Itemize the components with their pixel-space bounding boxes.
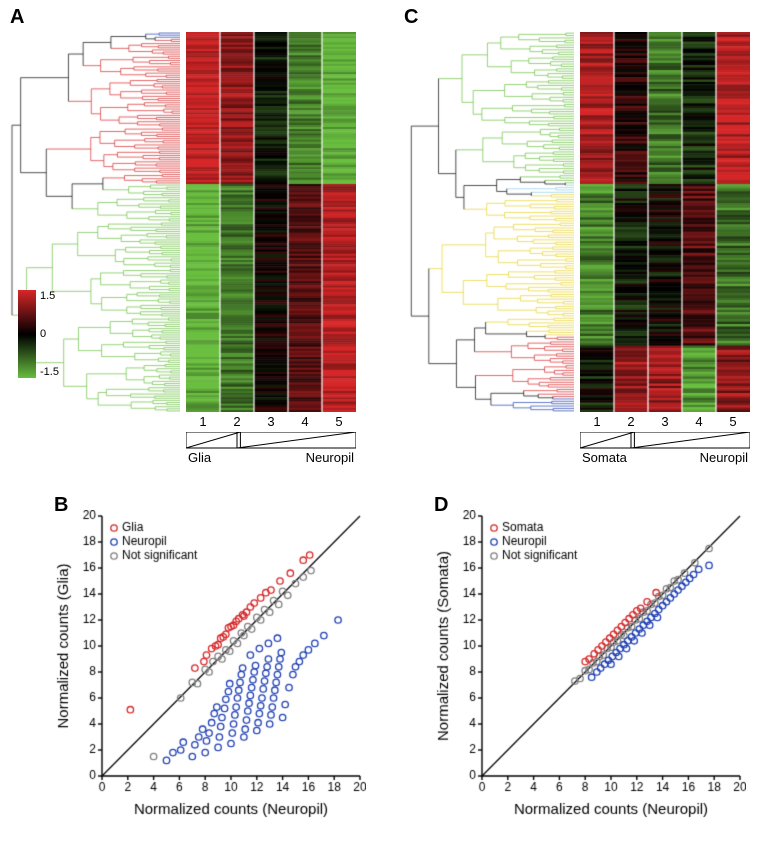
panel-a-heatmap (186, 32, 356, 412)
xtick-label: 5 (335, 414, 342, 429)
xtick-label: 3 (661, 414, 668, 429)
xtick-label: 2 (627, 414, 634, 429)
colorbar-labels: 1.5 0 -1.5 (40, 290, 59, 378)
panel-a-wedge: GliaNeuropil (186, 432, 356, 450)
colorbar-mid: 0 (40, 328, 59, 340)
panel-c-xticks: 1 2 3 4 5 (580, 414, 750, 429)
colorbar-bot: -1.5 (40, 366, 59, 378)
xtick-label: 3 (267, 414, 274, 429)
panel-c-dendrogram (404, 32, 574, 412)
xtick-label: 2 (233, 414, 240, 429)
xtick-label: 5 (729, 414, 736, 429)
wedge-right-label: Neuropil (306, 450, 354, 465)
wedge-right-label: Neuropil (700, 450, 748, 465)
xtick-label: 1 (593, 414, 600, 429)
wedge-left-label: Glia (188, 450, 211, 465)
colorbar-top: 1.5 (40, 290, 59, 302)
xtick-label: 4 (695, 414, 702, 429)
panel-b-scatter (56, 510, 366, 820)
panel-c-heatmap (580, 32, 750, 412)
xtick-label: 1 (199, 414, 206, 429)
colorbar: 1.5 0 -1.5 (18, 290, 36, 383)
panel-a-xticks: 1 2 3 4 5 (186, 414, 356, 429)
panel-a-label: A (10, 6, 24, 29)
panel-c-label: C (404, 6, 418, 29)
panel-c-wedge: SomataNeuropil (580, 432, 750, 450)
panel-d-scatter (436, 510, 746, 820)
xtick-label: 4 (301, 414, 308, 429)
colorbar-gradient (18, 290, 36, 378)
wedge-left-label: Somata (582, 450, 627, 465)
